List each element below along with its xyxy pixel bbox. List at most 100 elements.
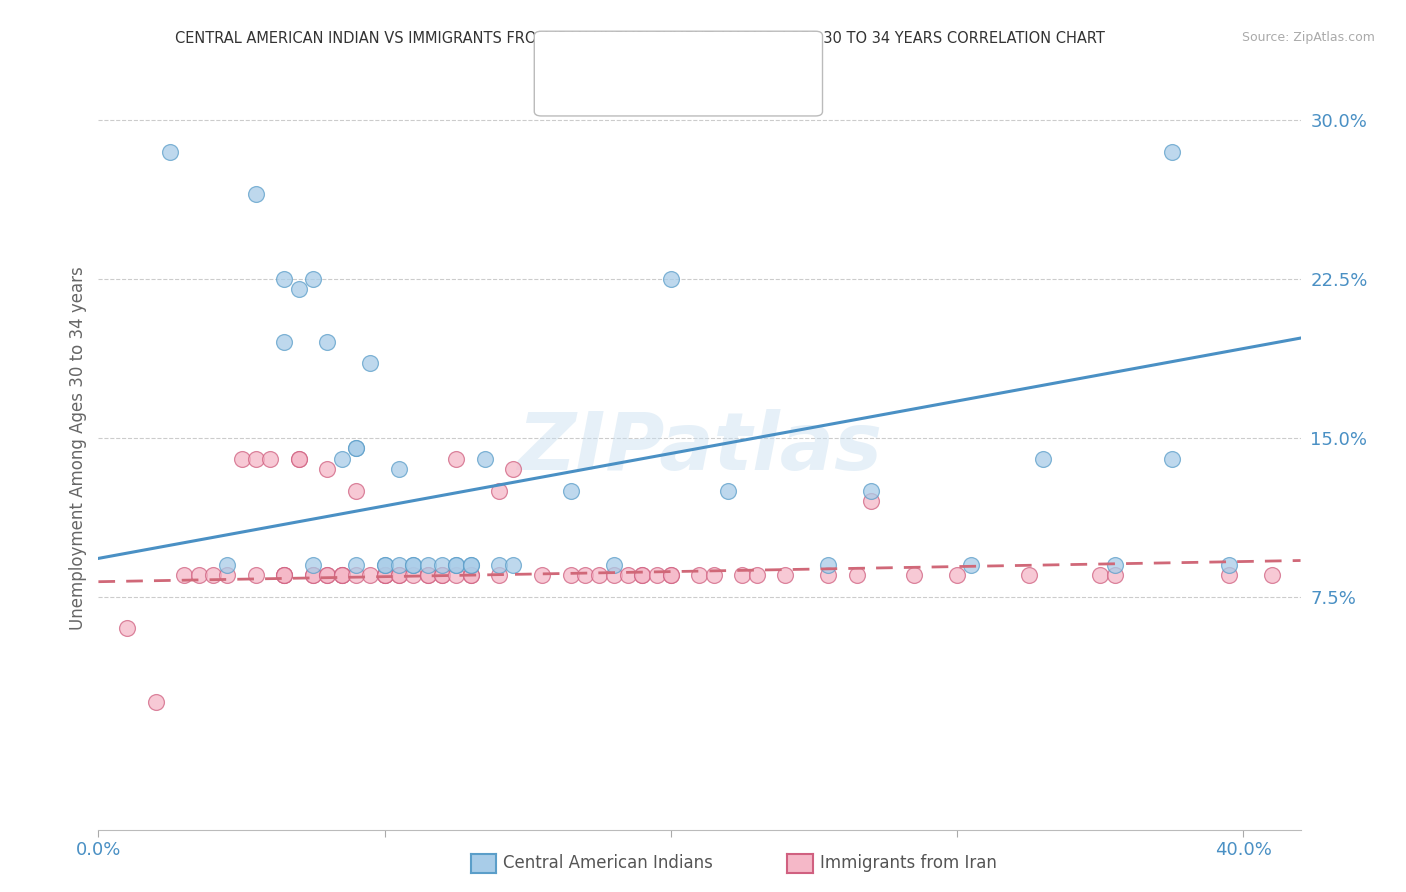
Point	[201, 568, 224, 582]
Point	[287, 282, 309, 296]
Point	[946, 568, 969, 582]
Point	[474, 451, 496, 466]
Point	[273, 271, 295, 285]
Point	[115, 621, 138, 635]
Point	[488, 483, 510, 498]
Point	[1032, 451, 1054, 466]
Point	[344, 483, 367, 498]
Point	[402, 558, 425, 572]
Point	[1218, 568, 1240, 582]
Point	[659, 271, 682, 285]
Point	[775, 568, 797, 582]
Point	[1218, 558, 1240, 572]
Point	[502, 462, 524, 476]
Text: CENTRAL AMERICAN INDIAN VS IMMIGRANTS FROM IRAN UNEMPLOYMENT AMONG AGES 30 TO 34: CENTRAL AMERICAN INDIAN VS IMMIGRANTS FR…	[174, 31, 1105, 46]
Point	[717, 483, 740, 498]
Point	[402, 568, 425, 582]
Point	[388, 568, 411, 582]
Point	[460, 558, 482, 572]
Point	[817, 568, 839, 582]
Point	[316, 568, 339, 582]
Point	[402, 558, 425, 572]
Point	[560, 568, 582, 582]
Point	[273, 568, 295, 582]
Point	[645, 568, 668, 582]
Point	[602, 568, 624, 582]
Point	[903, 568, 925, 582]
Point	[245, 568, 267, 582]
Point	[374, 568, 396, 582]
Point	[1261, 568, 1284, 582]
Point	[344, 442, 367, 455]
Point	[560, 483, 582, 498]
Point	[659, 568, 682, 582]
Point	[960, 558, 983, 572]
Text: Immigrants from Iran: Immigrants from Iran	[820, 855, 997, 872]
Point	[1160, 145, 1182, 159]
Point	[330, 568, 353, 582]
Point	[444, 558, 467, 572]
Point	[444, 451, 467, 466]
Point	[617, 568, 640, 582]
Point	[302, 558, 325, 572]
Point	[860, 483, 883, 498]
Point	[273, 335, 295, 350]
Point	[460, 568, 482, 582]
Point	[416, 568, 439, 582]
Point	[245, 187, 267, 202]
Text: R = 0.097   N = 69: R = 0.097 N = 69	[583, 86, 741, 103]
Point	[330, 451, 353, 466]
Point	[374, 558, 396, 572]
Point	[1160, 451, 1182, 466]
Point	[359, 568, 381, 582]
Point	[502, 558, 524, 572]
Point	[302, 568, 325, 582]
Text: Source: ZipAtlas.com: Source: ZipAtlas.com	[1241, 31, 1375, 45]
Point	[602, 558, 624, 572]
Point	[845, 568, 868, 582]
Point	[1088, 568, 1111, 582]
Point	[860, 494, 883, 508]
Point	[444, 568, 467, 582]
Point	[273, 568, 295, 582]
Point	[245, 451, 267, 466]
Point	[344, 442, 367, 455]
Point	[344, 558, 367, 572]
Point	[388, 462, 411, 476]
Point	[287, 451, 309, 466]
Point	[688, 568, 710, 582]
Point	[302, 271, 325, 285]
Point	[273, 568, 295, 582]
Point	[430, 568, 453, 582]
Point	[316, 462, 339, 476]
Point	[374, 568, 396, 582]
Point	[745, 568, 768, 582]
Point	[631, 568, 654, 582]
Point	[359, 356, 381, 371]
Point	[187, 568, 209, 582]
Point	[1104, 558, 1126, 572]
Point	[302, 568, 325, 582]
Point	[388, 568, 411, 582]
Point	[145, 696, 167, 710]
Point	[217, 558, 239, 572]
Text: ZIPatlas: ZIPatlas	[517, 409, 882, 487]
Point	[217, 568, 239, 582]
Point	[330, 568, 353, 582]
Point	[344, 568, 367, 582]
Point	[416, 558, 439, 572]
Point	[817, 558, 839, 572]
Point	[231, 451, 253, 466]
Point	[631, 568, 654, 582]
Point	[173, 568, 195, 582]
Point	[259, 451, 281, 466]
Point	[416, 568, 439, 582]
Point	[588, 568, 610, 582]
Point	[659, 568, 682, 582]
Point	[287, 451, 309, 466]
Point	[460, 558, 482, 572]
Y-axis label: Unemployment Among Ages 30 to 34 years: Unemployment Among Ages 30 to 34 years	[69, 267, 87, 630]
Point	[531, 568, 554, 582]
Point	[316, 568, 339, 582]
Point	[430, 568, 453, 582]
